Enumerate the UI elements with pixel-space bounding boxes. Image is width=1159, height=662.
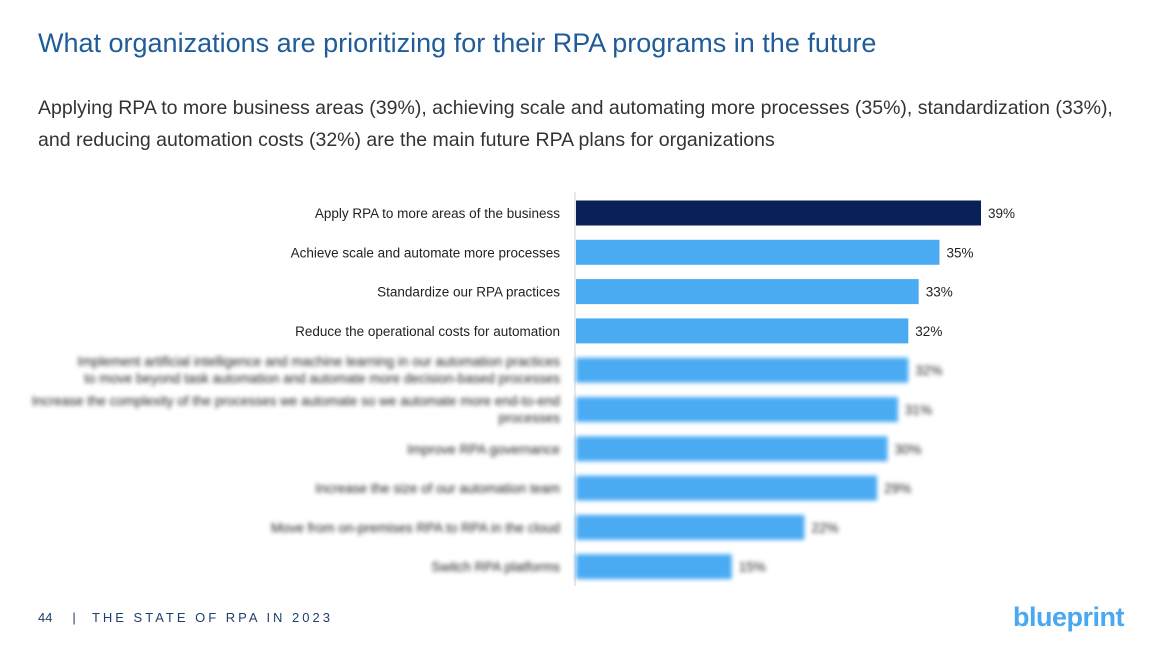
bar	[576, 475, 878, 501]
value-label: 35%	[946, 245, 973, 260]
bar	[576, 554, 732, 580]
bar	[576, 397, 898, 422]
value-label: 32%	[915, 324, 942, 339]
bar	[576, 514, 805, 540]
bar	[576, 357, 909, 383]
category-label: Improve RPA governance	[407, 442, 560, 457]
value-label: 30%	[895, 442, 922, 457]
category-label: Increase the size of our automation team	[315, 481, 560, 496]
bar	[576, 239, 940, 265]
value-label: 39%	[988, 206, 1015, 221]
value-label: 31%	[905, 403, 932, 418]
page-subtitle: Applying RPA to more business areas (39%…	[38, 97, 1113, 151]
footer: 44 | THE STATE OF RPA IN 2023	[38, 610, 333, 625]
footer-text: THE STATE OF RPA IN 2023	[91, 610, 333, 625]
category-label: Implement artificial intelligence and ma…	[77, 354, 560, 386]
category-label: Switch RPA platforms	[431, 560, 560, 575]
value-label: 33%	[926, 285, 953, 300]
blueprint-logo: blueprint	[1013, 602, 1125, 632]
bar	[576, 436, 888, 462]
page-title: What organizations are prioritizing for …	[38, 28, 877, 58]
bar	[576, 279, 919, 305]
category-label: Achieve scale and automate more processe…	[291, 245, 561, 260]
value-label: 32%	[915, 363, 942, 378]
footer-separator: |	[72, 610, 79, 625]
value-label: 22%	[811, 520, 838, 535]
value-label: 29%	[884, 481, 911, 496]
category-label: Move from on-premises RPA to RPA in the …	[271, 520, 560, 535]
category-label: Apply RPA to more areas of the business	[315, 206, 560, 221]
value-label: 15%	[739, 560, 766, 575]
bar	[576, 200, 981, 226]
category-label: Standardize our RPA practices	[377, 285, 560, 300]
page-number: 44	[38, 610, 53, 625]
category-label: Reduce the operational costs for automat…	[295, 324, 560, 339]
bar	[576, 318, 909, 344]
category-label: Increase the complexity of the processes…	[32, 394, 561, 426]
